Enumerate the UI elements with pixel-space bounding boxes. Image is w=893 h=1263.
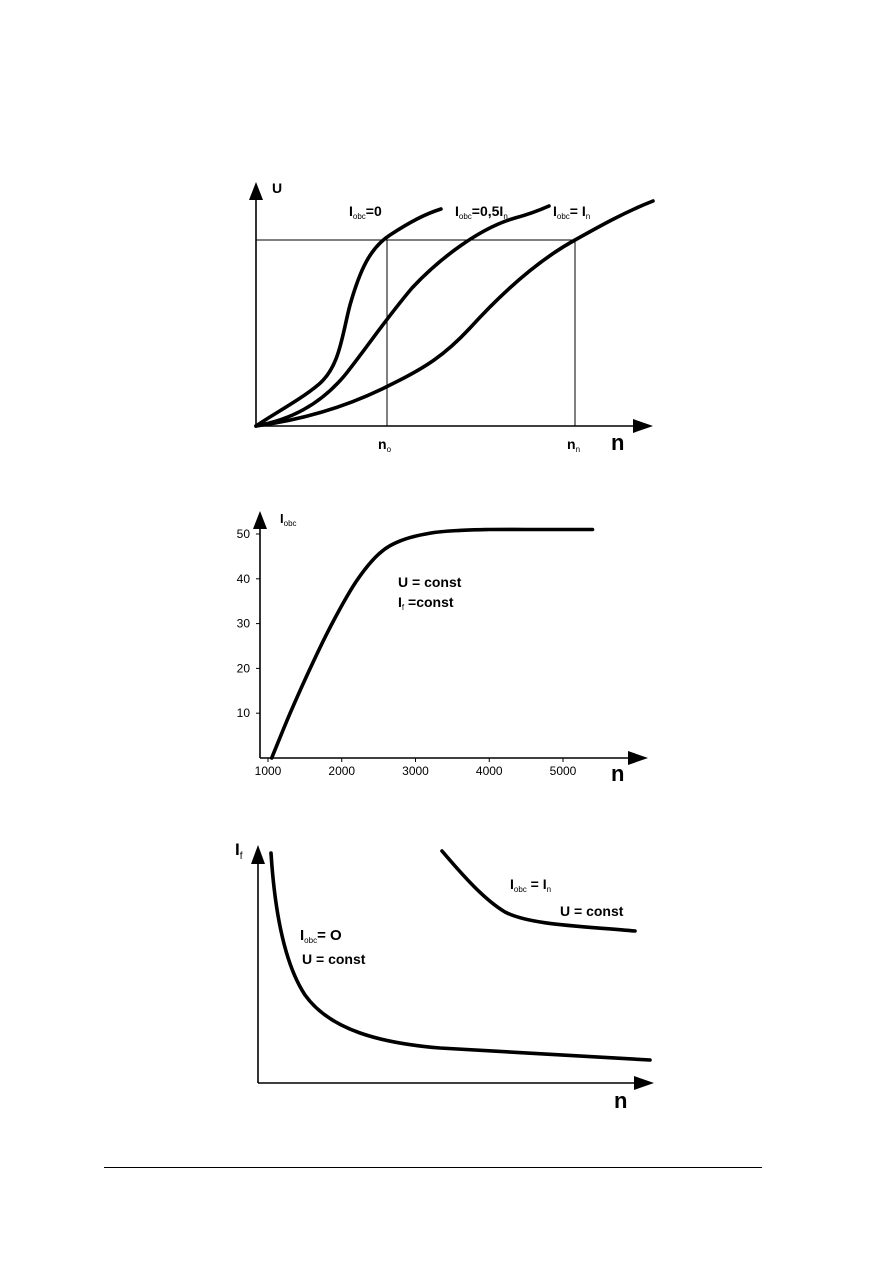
chart-1-x-axis-arrow — [633, 419, 653, 433]
chart-1-curve-iobc-full — [254, 199, 655, 428]
chart-3-series-annotation-iobc-full-u-const: U = const — [560, 903, 624, 919]
chart-2-annotation-u-const: U = const — [398, 574, 462, 590]
chart-3-series-annotation-iobc-0-u-const: U = const — [302, 951, 366, 967]
chart-2-y-tick-label: 20 — [237, 661, 251, 675]
chart-1-curve-iobc-0 — [254, 207, 443, 428]
chart-2-y-tick-label: 40 — [237, 572, 251, 586]
chart-3-if-vs-n: If n Iobc= O U = const Iobc = In U = con… — [235, 840, 654, 1113]
chart-3-curve-iobc-full — [440, 849, 637, 933]
chart-1-series-label-iobc-0: Iobc=0 — [349, 203, 382, 221]
chart-1-series-label-iobc-half: Iobc=0,5In — [455, 203, 508, 221]
chart-1-x-tick-n0: no — [378, 436, 392, 454]
chart-2-annotation-if-const: If =const — [398, 594, 454, 612]
chart-2-x-tick-label: 4000 — [476, 764, 503, 778]
chart-3-x-label: n — [614, 1088, 627, 1113]
chart-2-y-tick-label: 10 — [237, 706, 251, 720]
chart-1-y-label: U — [272, 180, 282, 196]
chart-2-x-tick-label: 1000 — [255, 764, 282, 778]
chart-2-x-label: n — [611, 761, 624, 786]
chart-2-x-tick-label: 2000 — [328, 764, 355, 778]
chart-2-x-tick-label: 3000 — [402, 764, 429, 778]
chart-3-y-label: If — [235, 840, 243, 862]
footer-rule — [104, 1167, 762, 1168]
chart-3-y-axis-arrow — [251, 845, 265, 864]
chart-1-curve-iobc-half — [254, 204, 551, 428]
chart-2-curve-iobc — [269, 527, 595, 760]
chart-1-u-vs-n: U n Iobc=0 Iobc=0,5In Iobc= In no nn — [249, 180, 655, 455]
chart-2-x-tick-label: 5000 — [550, 764, 577, 778]
chart-3-x-axis-arrow — [634, 1076, 654, 1090]
chart-2-y-axis-arrow — [253, 511, 267, 529]
chart-2-x-axis-arrow — [628, 751, 648, 765]
chart-3-series-label-iobc-0: Iobc= O — [300, 927, 342, 945]
chart-3-series-label-iobc-full: Iobc = In — [510, 876, 551, 894]
chart-2-y-tick-label: 50 — [237, 527, 251, 541]
chart-3-curve-iobc-0 — [269, 851, 652, 1062]
chart-2-iobc-vs-n: Iobc n 10 20 30 40 50 1000 2000 3000 4000 5000 U… — [237, 511, 648, 786]
chart-2-y-ticks: 10 20 30 40 50 — [237, 527, 260, 720]
chart-2-y-tick-label: 30 — [237, 617, 251, 631]
chart-1-series-label-iobc-full: Iobc= In — [553, 203, 590, 221]
chart-2-y-label: Iobc — [280, 511, 297, 528]
chart-1-x-label: n — [611, 430, 624, 455]
chart-1-x-tick-nn: nn — [567, 436, 580, 454]
chart-2-x-ticks: 1000 2000 3000 4000 5000 — [255, 758, 577, 778]
chart-1-y-axis-arrow — [249, 182, 263, 200]
